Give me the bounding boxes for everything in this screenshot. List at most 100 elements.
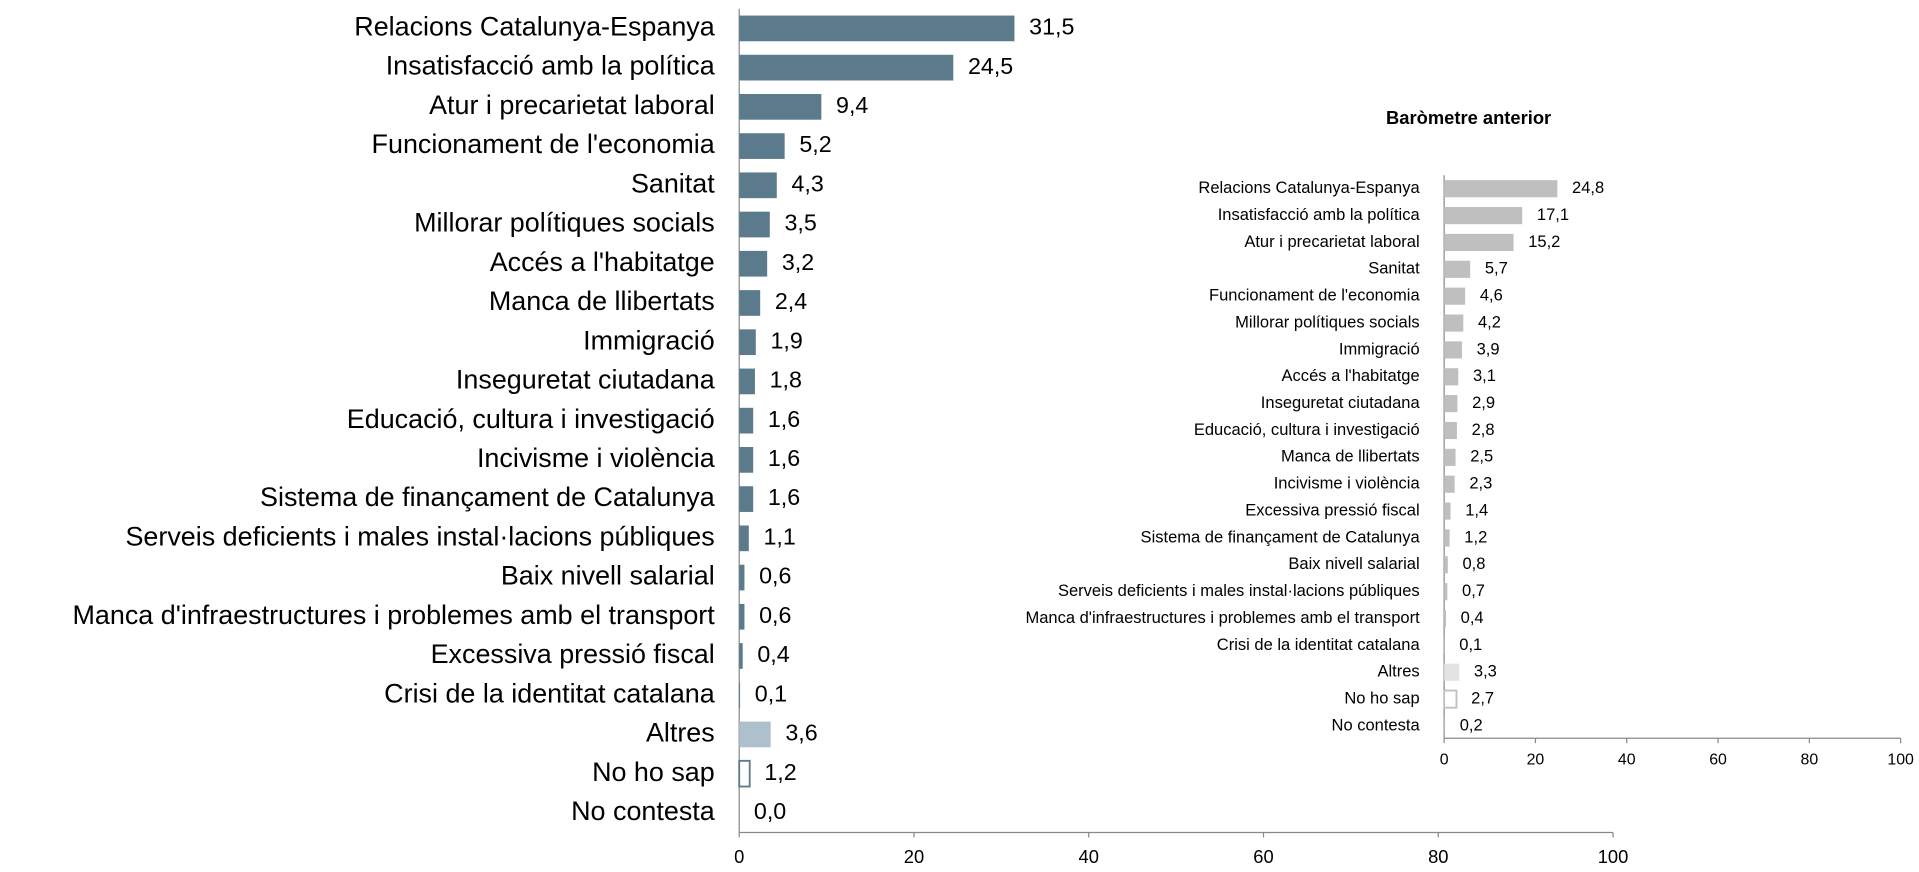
value-label: 1,4 — [1465, 500, 1488, 519]
bar — [1444, 261, 1470, 278]
value-label: 31,5 — [1029, 14, 1074, 40]
value-label: 1,2 — [1464, 527, 1487, 546]
value-label: 2,8 — [1472, 420, 1495, 439]
bar — [739, 722, 770, 748]
value-label: 3,9 — [1477, 339, 1500, 358]
y-tick-label: Accés a l'habitatge — [1282, 366, 1420, 385]
y-tick-label: Atur i precarietat laboral — [1244, 232, 1419, 251]
y-tick-label: Serveis deficients i males instal·lacion… — [1058, 581, 1420, 600]
bar — [1444, 207, 1522, 224]
x-tick-label: 100 — [1598, 846, 1629, 867]
value-label: 2,5 — [1470, 447, 1493, 466]
bar — [1444, 610, 1446, 627]
value-label: 1,2 — [764, 759, 796, 785]
y-tick-label: Incivisme i violència — [477, 443, 715, 473]
bar — [739, 525, 749, 551]
y-tick-label: Funcionament de l'economia — [372, 129, 715, 159]
y-tick-label: Millorar polítiques socials — [1235, 312, 1420, 331]
value-label: 24,8 — [1572, 178, 1604, 197]
value-label: 3,3 — [1474, 662, 1497, 681]
value-label: 0,6 — [759, 563, 791, 589]
y-tick-label: Inseguretat ciutadana — [1261, 393, 1421, 412]
bar — [1444, 234, 1513, 251]
x-tick-label: 0 — [1440, 751, 1449, 768]
y-tick-label: Manca d'infraestructures i problemes amb… — [73, 600, 716, 630]
bar — [1444, 717, 1445, 734]
x-tick-label: 40 — [1618, 751, 1636, 768]
y-tick-label: Serveis deficients i males instal·lacion… — [125, 521, 714, 551]
y-tick-label: No contesta — [571, 796, 715, 826]
bar — [739, 565, 744, 591]
y-tick-label: Sanitat — [631, 168, 715, 198]
x-tick-label: 20 — [1527, 751, 1545, 768]
value-label: 3,6 — [785, 720, 817, 746]
value-label: 2,7 — [1471, 688, 1494, 707]
value-label: 0,2 — [1460, 715, 1483, 734]
value-label: 1,1 — [764, 523, 796, 549]
y-tick-label: Altres — [1377, 662, 1419, 681]
value-label: 1,6 — [768, 445, 800, 471]
y-tick-label: Manca de llibertats — [489, 286, 715, 316]
bar — [739, 290, 760, 316]
value-label: 0,1 — [1459, 635, 1482, 654]
value-label: 0,4 — [1461, 608, 1484, 627]
value-label: 1,9 — [770, 327, 802, 353]
x-tick-label: 40 — [1079, 846, 1099, 867]
bar — [1444, 180, 1557, 197]
y-tick-label: Funcionament de l'economia — [1209, 286, 1420, 305]
value-label: 0,7 — [1462, 581, 1485, 600]
value-label: 3,1 — [1473, 366, 1496, 385]
y-tick-label: Excessiva pressió fiscal — [1245, 500, 1419, 519]
bar — [739, 682, 740, 708]
bar — [739, 329, 756, 355]
bar — [739, 408, 753, 434]
y-tick-label: Excessiva pressió fiscal — [431, 639, 715, 669]
y-tick-label: Immigració — [1339, 339, 1420, 358]
value-label: 2,3 — [1469, 474, 1492, 493]
value-label: 0,6 — [759, 602, 791, 628]
x-tick-label: 80 — [1800, 751, 1818, 768]
y-tick-label: Insatisfacció amb la política — [386, 51, 715, 81]
y-tick-label: Incivisme i violència — [1274, 474, 1421, 493]
y-tick-label: Manca d'infraestructures i problemes amb… — [1025, 608, 1420, 627]
bar — [1444, 691, 1456, 708]
bar — [739, 761, 749, 787]
bar — [1444, 476, 1454, 493]
value-label: 0,4 — [757, 641, 789, 667]
y-tick-label: Millorar polítiques socials — [414, 208, 715, 238]
value-label: 17,1 — [1537, 205, 1569, 224]
y-tick-label: Altres — [646, 718, 715, 748]
value-label: 24,5 — [968, 53, 1013, 79]
y-tick-label: Crisi de la identitat catalana — [1217, 635, 1421, 654]
x-tick-label: 60 — [1709, 751, 1727, 768]
x-tick-label: 80 — [1428, 846, 1448, 867]
bar — [739, 643, 742, 669]
bar — [1444, 422, 1457, 439]
x-tick-label: 20 — [904, 846, 924, 867]
y-tick-label: Baix nivell salarial — [501, 561, 715, 591]
value-label: 0,1 — [755, 680, 787, 706]
bar — [739, 447, 753, 473]
value-label: 4,3 — [791, 170, 823, 196]
bar — [739, 251, 767, 277]
y-tick-label: Relacions Catalunya-Espanya — [354, 12, 714, 42]
value-label: 3,2 — [782, 249, 814, 275]
y-tick-label: Relacions Catalunya-Espanya — [1198, 178, 1420, 197]
bar — [739, 55, 953, 81]
y-tick-label: No ho sap — [592, 757, 715, 787]
value-label: 0,8 — [1462, 554, 1485, 573]
value-label: 2,9 — [1472, 393, 1495, 412]
y-tick-label: Educació, cultura i investigació — [1194, 420, 1420, 439]
bar — [739, 212, 770, 238]
y-tick-label: Accés a l'habitatge — [490, 247, 715, 277]
y-tick-label: Manca de llibertats — [1281, 447, 1420, 466]
value-label: 1,6 — [768, 406, 800, 432]
value-label: 0,0 — [754, 798, 786, 824]
y-tick-label: Insatisfacció amb la política — [1218, 205, 1421, 224]
value-label: 2,4 — [775, 288, 807, 314]
value-label: 4,6 — [1480, 286, 1503, 305]
bar — [1444, 664, 1459, 681]
value-label: 3,5 — [784, 210, 816, 236]
bar — [1444, 449, 1455, 466]
y-tick-label: Crisi de la identitat catalana — [384, 678, 715, 708]
